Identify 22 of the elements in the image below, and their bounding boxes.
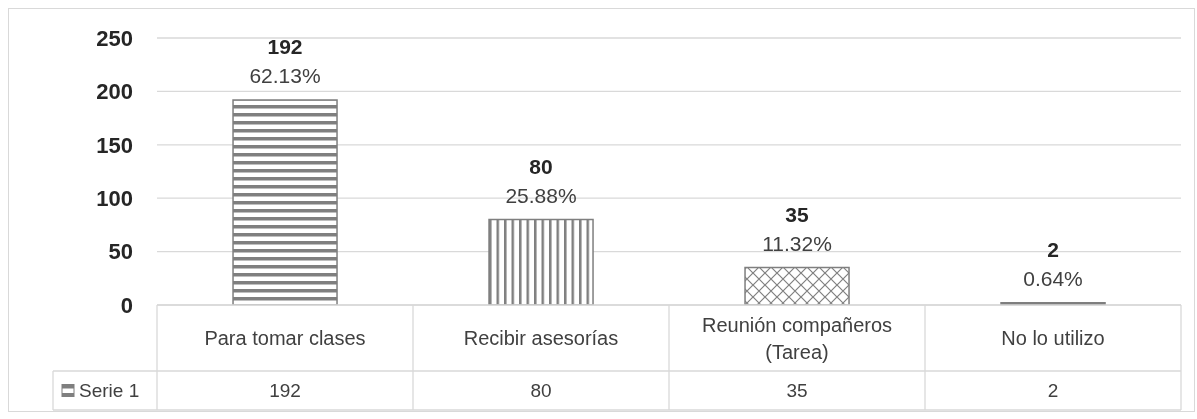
- y-tick-label: 0: [120, 292, 133, 318]
- bar: [232, 99, 338, 305]
- data-label: 80: [530, 380, 552, 401]
- annotation: 80 25.88%: [505, 154, 577, 207]
- x-tick-label: Reunión compañeros (Tarea): [701, 313, 893, 363]
- y-tick-label: 200: [96, 79, 133, 105]
- bar: [488, 218, 594, 305]
- text: Serie 1: [79, 380, 140, 401]
- y-tick-label: 250: [96, 25, 133, 51]
- x-tick-label: No lo utilizo: [1001, 327, 1105, 349]
- annotation: 35 11.32%: [762, 202, 832, 255]
- annotation: 2 0.64%: [1023, 237, 1083, 290]
- data-label: 35: [786, 380, 808, 401]
- bar: [744, 266, 850, 305]
- y-tick-label: 150: [96, 132, 133, 158]
- y-tick-label: 100: [96, 186, 133, 212]
- x-tick-label: Para tomar clases: [204, 327, 366, 349]
- data-label: 192: [269, 380, 301, 401]
- data-label: 2: [1047, 380, 1059, 401]
- x-tick-label: Recibir asesorías: [463, 327, 619, 349]
- annotation: 192 62.13%: [249, 34, 321, 87]
- y-tick-label: 50: [108, 239, 133, 265]
